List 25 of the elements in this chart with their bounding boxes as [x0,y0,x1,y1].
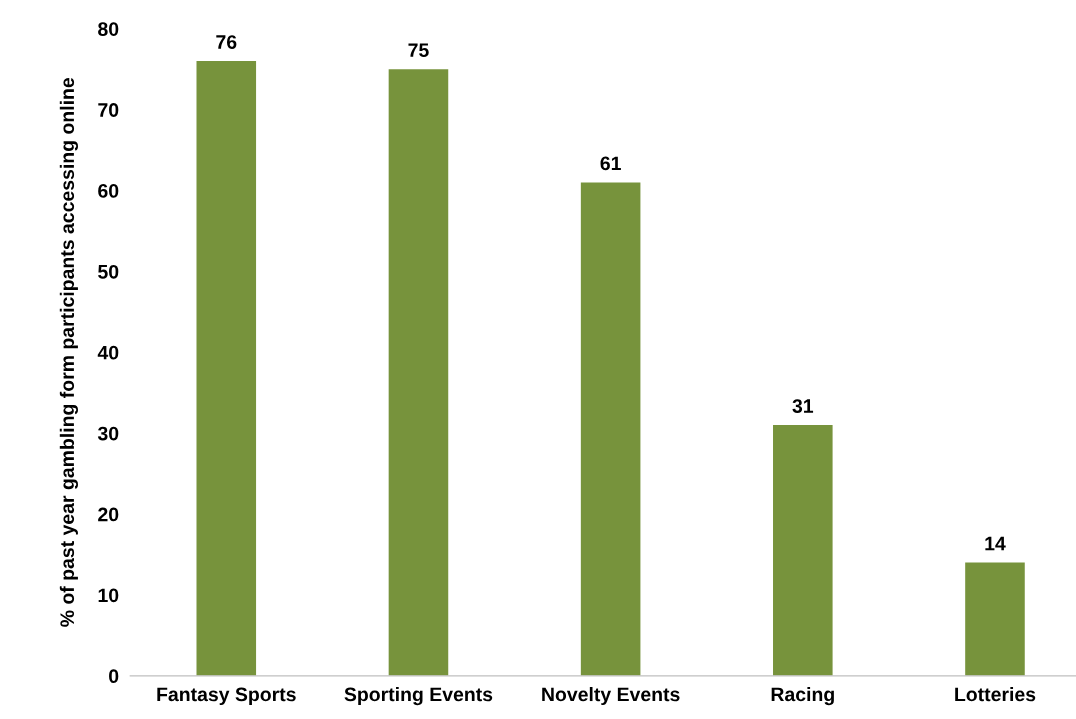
bar [965,562,1025,676]
data-label: 14 [985,536,1006,551]
data-label: 75 [408,43,429,58]
y-tick-label: 50 [98,264,119,279]
y-tick-label: 30 [97,426,119,441]
bar [773,425,833,676]
y-tick-label: 80 [98,22,119,36]
x-tick-label: Sporting Events [344,686,493,706]
y-tick-label: 20 [98,507,119,522]
y-tick-label: 0 [109,669,119,684]
x-tick-label: Fantasy Sports [157,687,296,706]
bar [580,182,641,676]
data-label: 76 [216,35,237,49]
y-axis-title: % of past year gambling form participants accessing online [59,77,79,627]
y-tick-label: 70 [98,103,119,117]
data-label: 31 [792,399,814,413]
bar [388,69,449,676]
data-label: 61 [600,156,621,171]
bar [196,61,257,676]
x-tick-label: Racing [771,686,834,706]
y-tick-label: 10 [98,588,119,603]
x-tick-label: Lotteries [955,686,1036,702]
y-tick-label: 60 [98,184,119,198]
y-tick-label: 40 [97,345,119,360]
x-tick-label: Novelty Events [542,686,680,706]
